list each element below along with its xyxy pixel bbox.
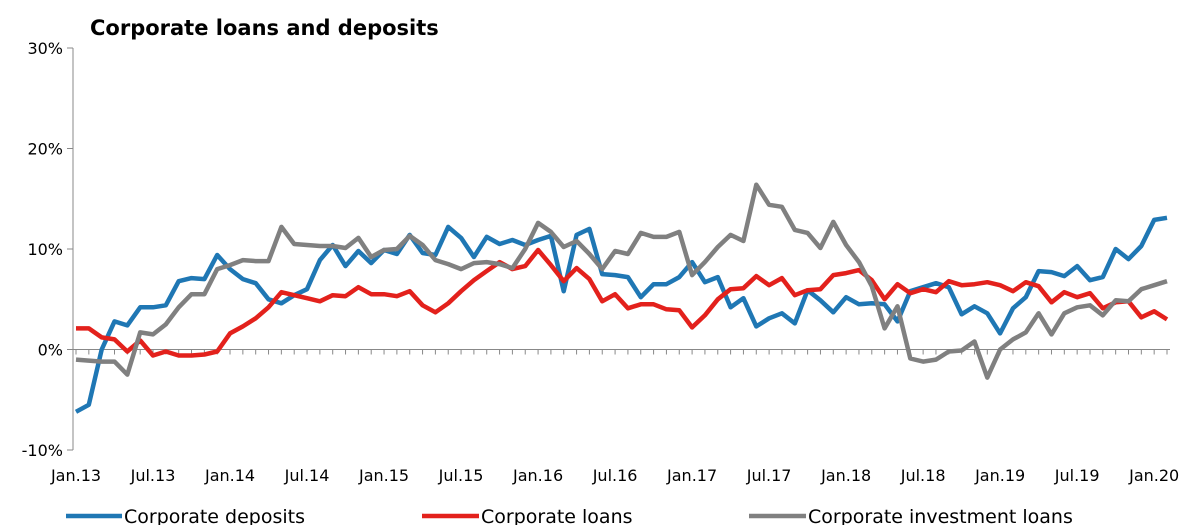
legend-label: Corporate deposits — [124, 506, 305, 525]
x-axis: Jan.13 Jul.13 Jan.14 Jul.14 Jan.15 Jul.15 Jan.… — [50, 349, 1179, 485]
x-tick-label: Jan.15 — [358, 466, 409, 485]
x-tick-label: Jul.17 — [746, 466, 792, 485]
x-tick-label: Jul.16 — [592, 466, 638, 485]
series-line-2 — [76, 247, 1169, 358]
y-tick-label: 0% — [38, 341, 63, 360]
x-tick-label: Jan.19 — [974, 466, 1025, 485]
legend-label: Corporate loans — [481, 506, 633, 525]
x-tick-label: Jan.20 — [1128, 466, 1179, 485]
series-line-3 — [75, 182, 1168, 380]
y-tick-label: 20% — [27, 140, 63, 159]
x-tick-label: Jul.15 — [438, 466, 484, 485]
y-tick-label: -10% — [22, 441, 63, 460]
series-line-1 — [74, 215, 1168, 414]
series-layer — [74, 182, 1169, 414]
x-tick-label: Jan.14 — [204, 466, 255, 485]
x-tick-label: Jan.18 — [820, 466, 871, 485]
legend-label: Corporate investment loans — [808, 506, 1073, 525]
chart-title: Corporate loans and deposits — [90, 16, 439, 40]
legend: Corporate deposits Corporate loans Corpora… — [66, 506, 1073, 525]
y-axis: -10% 0% 10% 20% 30% — [22, 39, 74, 460]
x-tick-label: Jul.14 — [284, 466, 330, 485]
x-tick-label: Jan.16 — [512, 466, 563, 485]
y-tick-label: 10% — [27, 240, 63, 259]
x-tick-label: Jul.19 — [1054, 466, 1100, 485]
x-tick-label: Jul.18 — [900, 466, 946, 485]
x-tick-label: Jul.13 — [130, 466, 176, 485]
y-tick-label: 30% — [27, 39, 63, 58]
x-tick-label: Jan.17 — [666, 466, 717, 485]
x-tick-label: Jan.13 — [50, 466, 101, 485]
